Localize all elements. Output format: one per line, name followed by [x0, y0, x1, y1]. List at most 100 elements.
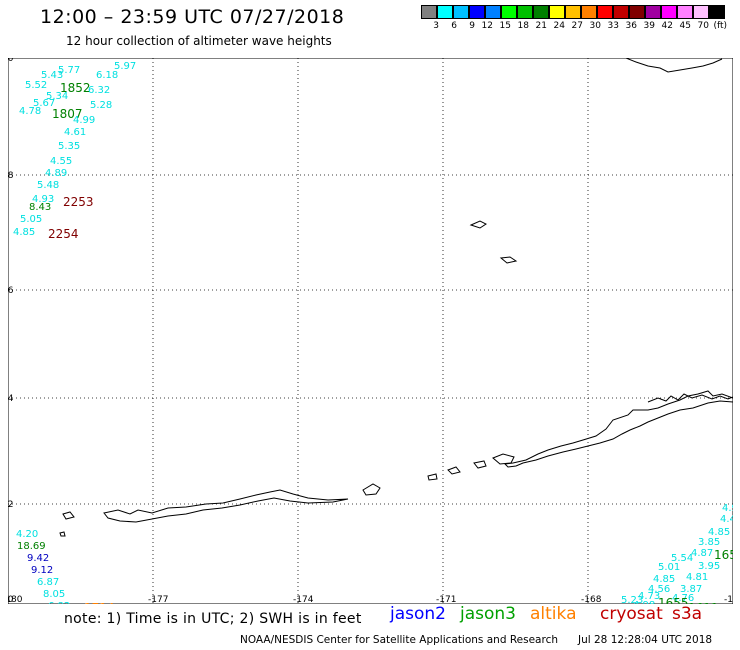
colorbar-swatch	[709, 5, 725, 19]
near-islands	[59, 511, 75, 537]
wave-height-label: 5.48	[37, 180, 59, 191]
andreanof-islands	[362, 473, 438, 496]
pribilof-st-paul	[469, 220, 487, 229]
wave-height-label: 5.28	[90, 100, 112, 111]
colorbar-swatch	[693, 5, 709, 19]
wave-height-label: 4.87	[691, 548, 713, 559]
satellite-legend-s3a: s3a	[672, 604, 703, 624]
wave-height-label: 1611	[688, 601, 719, 604]
wave-height-label: 4.96	[722, 503, 733, 514]
wave-height-label: 4.89	[45, 168, 67, 179]
colorbar-swatch	[501, 5, 517, 19]
wave-height-label: 4.99	[73, 115, 95, 126]
wave-height-label: 4.76	[672, 593, 694, 604]
colorbar-tick-label: 24	[553, 21, 565, 31]
colorbar-tick-label: 70	[697, 21, 709, 31]
latitude-label: 52	[8, 500, 13, 510]
colorbar-swatch	[533, 5, 549, 19]
colorbar-swatch	[597, 5, 613, 19]
wave-height-label: 3.85	[698, 537, 720, 548]
wave-height-label: 9.42	[27, 553, 49, 564]
colorbar-swatch	[661, 5, 677, 19]
colorbar-swatch	[453, 5, 469, 19]
colorbar-tick-label: 30	[589, 21, 601, 31]
axis-labels: 60 58 56 54 52 50-180 -177 -174 -171 -168 -16	[8, 58, 733, 604]
colorbar-tick-label: 15	[499, 21, 511, 31]
colorbar-tick-label: 18	[517, 21, 529, 31]
wave-height-label: 8.43	[29, 202, 51, 213]
colorbar-swatch	[421, 5, 437, 19]
wave-height-label: 3.87	[680, 584, 702, 595]
colorbar-swatch	[677, 5, 693, 19]
wave-height-label: 4.85	[708, 527, 730, 538]
longitude-label: -171	[436, 595, 456, 604]
wave-height-label: 6.82	[48, 601, 70, 604]
chart-subtitle: 12 hour collection of altimeter wave hei…	[66, 34, 332, 48]
graticule	[8, 58, 733, 604]
wave-height-label: 1852	[60, 81, 91, 95]
wave-height-label: 8.05	[43, 589, 65, 600]
wave-height-label: 5.35	[58, 141, 80, 152]
colorbar-tick-label: 39	[643, 21, 655, 31]
longitude-label: -168	[581, 595, 602, 604]
colorbar-tick-label: 27	[571, 21, 583, 31]
wave-height-label: 4.55	[50, 156, 72, 167]
colorbar-tick-label: 3	[433, 21, 439, 31]
longitude-label: -177	[148, 595, 168, 604]
wave-height-label: 6.87	[37, 577, 59, 588]
bristol-bay-coast	[625, 58, 723, 73]
wave-height-label: 4.43	[720, 514, 733, 525]
colorbar-swatch	[629, 5, 645, 19]
colorbar-tick-label: 45	[679, 21, 691, 31]
wave-height-label: 5.01	[658, 562, 680, 573]
fox-islands	[447, 453, 515, 475]
wave-height-label: 4.73	[638, 591, 660, 602]
wave-height-label: 4.81	[686, 572, 708, 583]
kodiak-area-coast	[647, 393, 733, 403]
longitude-label: -174	[293, 595, 314, 604]
colorbar-swatch	[517, 5, 533, 19]
colorbar-swatch	[485, 5, 501, 19]
wave-height-label: 4.85	[653, 574, 675, 585]
wave-height-label: 165	[714, 548, 733, 562]
colorbar-tick-label: 9	[469, 21, 475, 31]
colorbar-swatch	[469, 5, 485, 19]
footer-note: note: 1) Time is in UTC; 2) SWH is in fe…	[64, 611, 362, 627]
colorbar-tick-label: 21	[535, 21, 547, 31]
wave-height-label: 4.78	[19, 106, 41, 117]
satellite-legend-jason3: jason3	[460, 604, 516, 624]
wave-height-label: 5.43	[41, 70, 63, 81]
latitude-label: 54	[8, 394, 14, 404]
rat-islands-chain	[103, 489, 349, 523]
wave-height-label: 1807	[52, 107, 83, 121]
wave-height-label: 5.54	[671, 553, 693, 564]
wave-height-label: 6.18	[96, 70, 118, 81]
wave-height-label: 4.56	[648, 584, 670, 595]
wave-height-label: 1655	[658, 596, 689, 604]
wave-height-label: 5.77	[58, 65, 80, 76]
colorbar-tick-label: 33	[607, 21, 619, 31]
wave-height-label: 2253	[63, 195, 94, 209]
colorbar-swatch	[565, 5, 581, 19]
satellite-legend-altika: altika	[530, 604, 577, 624]
wave-height-label: 3.95	[698, 561, 720, 572]
colorbar-tick-label: (ft)	[713, 21, 727, 31]
colorbar-tick-label: 36	[625, 21, 637, 31]
wave-height-label: 4.85	[13, 227, 35, 238]
latitude-label: 58	[8, 171, 14, 181]
pribilof-st-george	[499, 256, 518, 264]
wave-height-label: 5.23	[621, 595, 643, 604]
longitude-label: -16	[724, 595, 733, 604]
colorbar-swatch	[645, 5, 661, 19]
wave-height-label: 5.67	[33, 98, 55, 109]
wave-height-label: 4.93	[32, 194, 54, 205]
latitude-label: 50	[8, 595, 14, 604]
wave-height-label: 5.05	[20, 214, 42, 225]
wave-height-label: 4.98	[633, 600, 655, 604]
wave-height-label: 1714	[84, 601, 115, 604]
wave-height-label: 4.61	[64, 127, 86, 138]
satellite-legend-cryosat: cryosat	[600, 604, 663, 624]
credit-line: NOAA/NESDIS Center for Satellite Applica…	[240, 634, 558, 646]
